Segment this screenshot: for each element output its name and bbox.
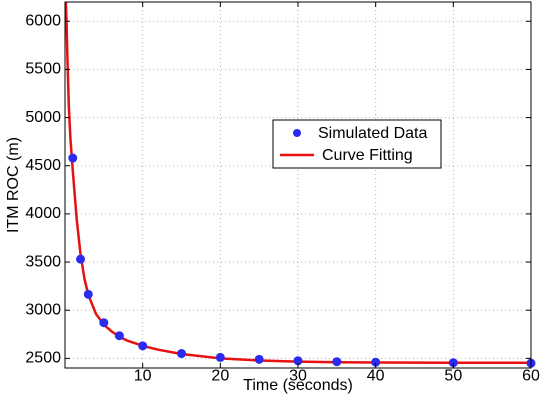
simulated-data-point [99, 318, 109, 328]
simulated-data-point [177, 349, 186, 359]
legend-box [272, 119, 442, 169]
points [68, 153, 536, 368]
x-tick-label: 10 [134, 367, 152, 384]
simulated-data-point [215, 352, 225, 362]
x-tick-label: 20 [211, 367, 229, 384]
y-tick-label: 5500 [25, 61, 61, 78]
y-tick-label: 3500 [25, 253, 61, 270]
simulated-data-point [254, 354, 264, 364]
simulated-data-point [76, 254, 86, 264]
x-tick-label: 60 [522, 367, 540, 384]
x-tick-label: 50 [444, 367, 462, 384]
x-tick-label: 30 [289, 367, 307, 384]
simulated-data-point [371, 357, 381, 367]
legend: Simulated Data Curve Fitting [272, 119, 442, 169]
simulated-data-point [448, 358, 458, 368]
x-axis-label: Time (seconds) [243, 377, 353, 394]
simulated-data-point [138, 341, 148, 351]
y-tick-label: 4000 [25, 205, 61, 222]
tick-labels: 10 20 30 40 50 60 2500 3000 3500 4000 4500 5000 5500… [25, 12, 540, 384]
simulated-data-point [114, 331, 124, 341]
plot-background [65, 2, 531, 368]
simulated-data-point [332, 357, 342, 367]
simulated-data-point [68, 153, 78, 163]
y-tick-label: 3000 [25, 301, 61, 318]
legend-label-simulated-data: Simulated Data [318, 125, 427, 142]
simulated-data-point [83, 289, 93, 299]
y-tick-label: 6000 [25, 12, 61, 29]
ticks [65, 2, 532, 368]
legend-label-curve-fitting: Curve Fitting [322, 147, 413, 164]
y-axis-label: ITM ROC (m) [5, 137, 22, 233]
y-tick-label: 4500 [25, 157, 61, 174]
y-tick-label: 2500 [25, 350, 61, 367]
legend-marker-simulated-data [293, 129, 301, 137]
simulated-data-point [293, 356, 303, 366]
y-tick-label: 5000 [25, 109, 61, 126]
x-tick-label: 40 [367, 367, 385, 384]
